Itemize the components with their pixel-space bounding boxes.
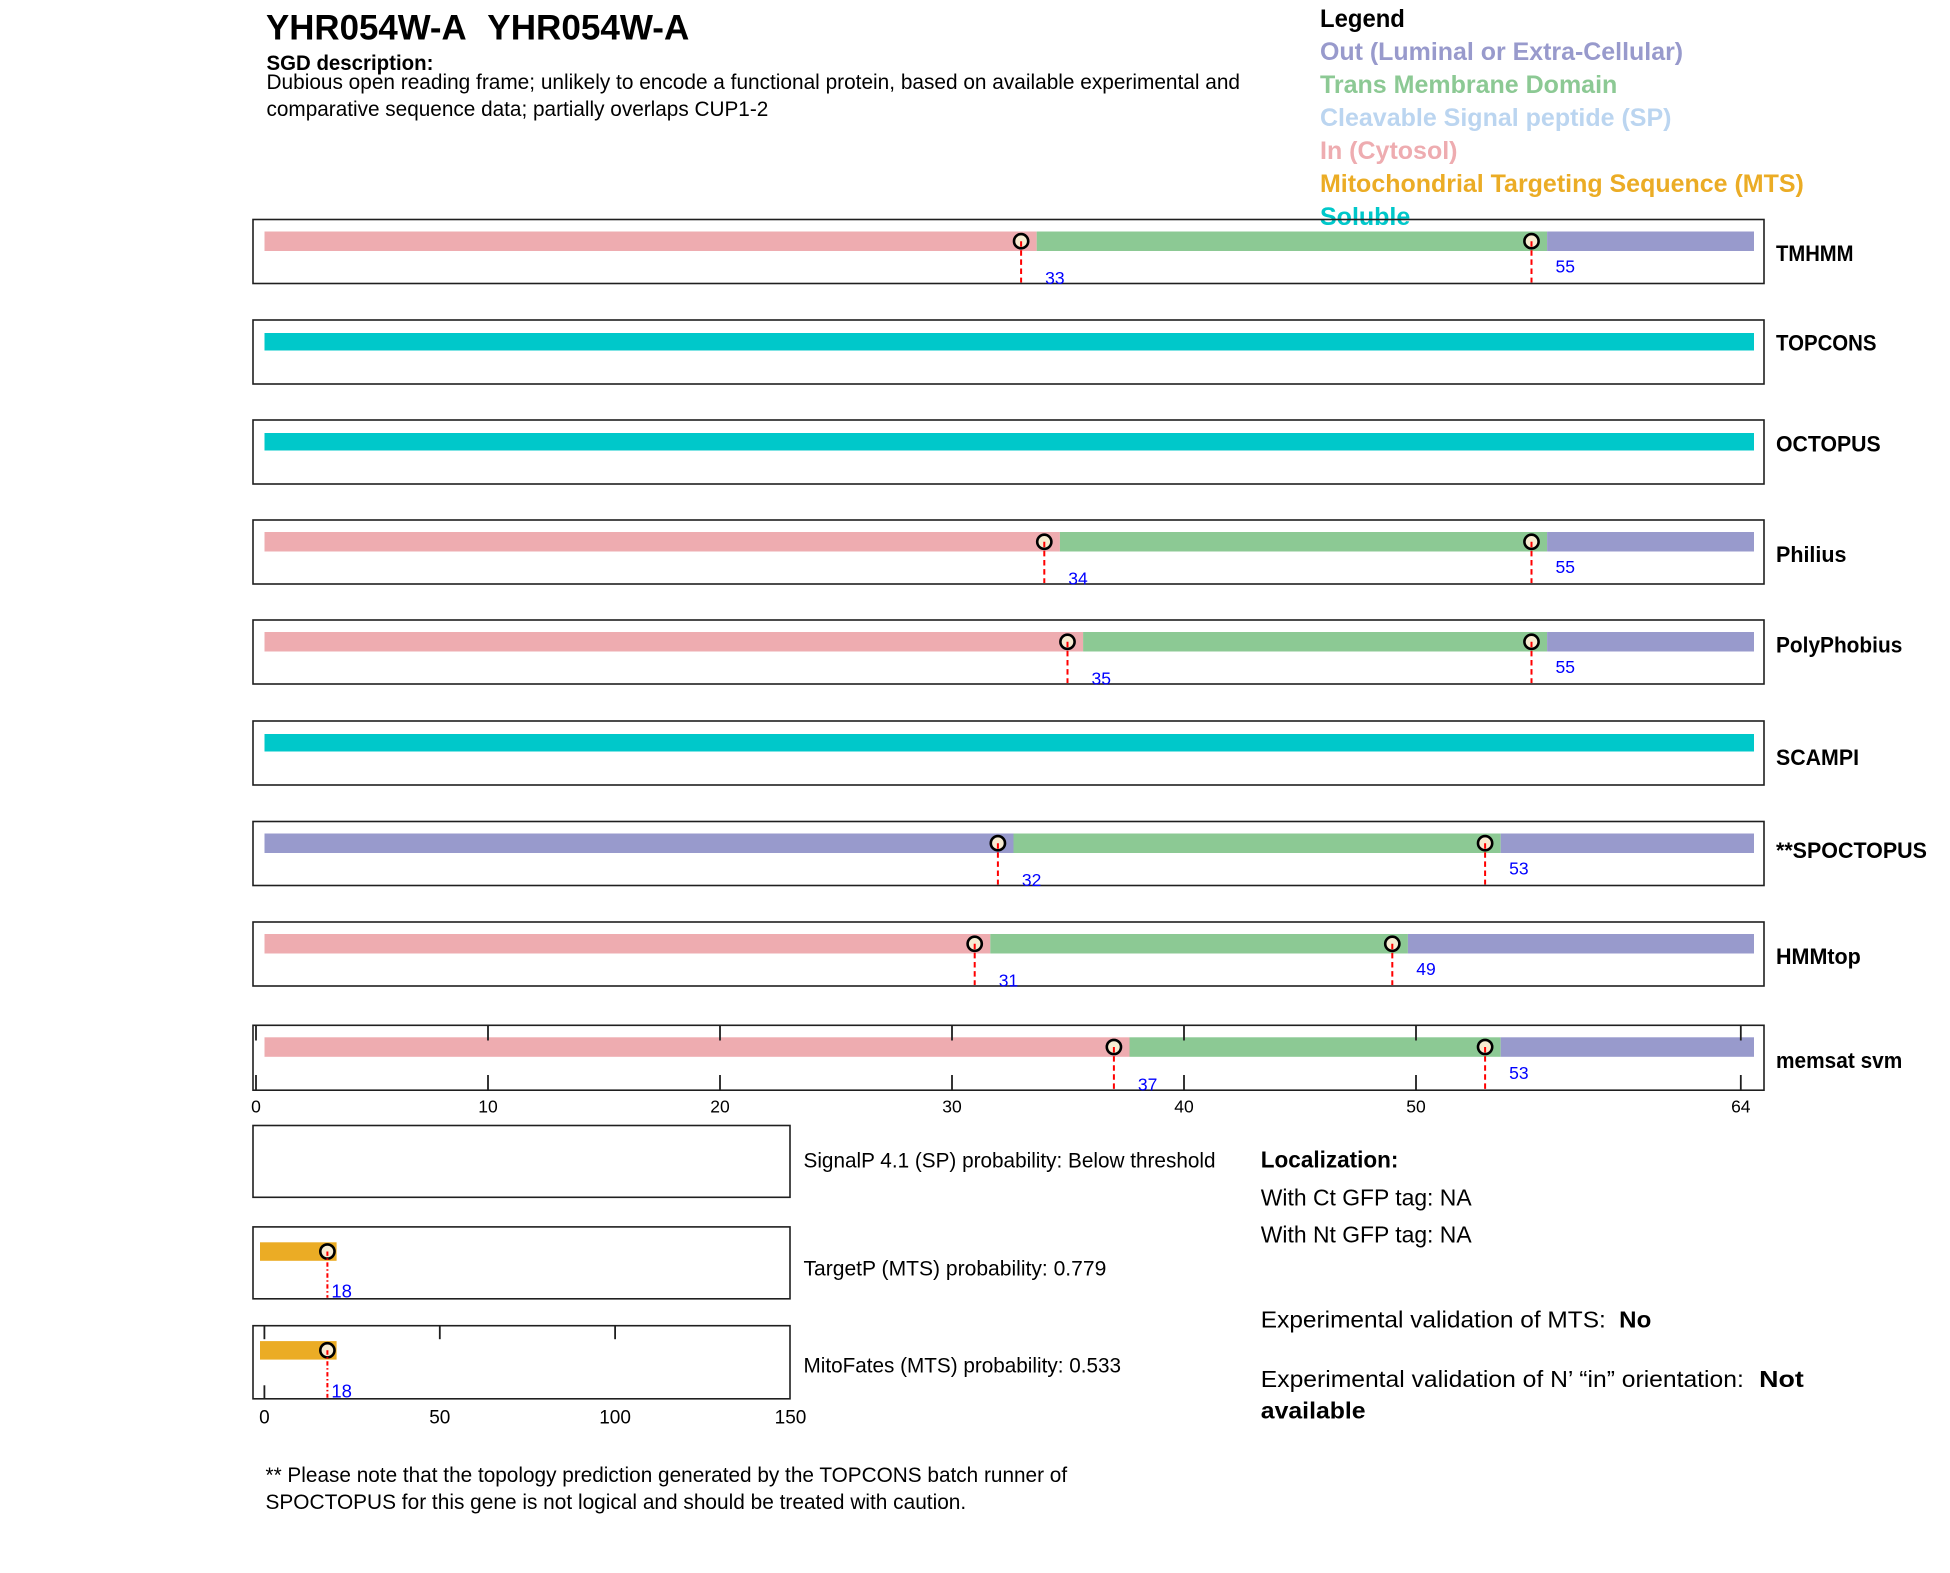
svg-text:Dubious open reading frame; un: Dubious open reading frame; unlikely to … <box>267 71 1241 94</box>
svg-text:Experimental validation of MTS: Experimental validation of MTS: <box>1261 1307 1606 1333</box>
svg-text:53: 53 <box>1509 859 1528 879</box>
svg-text:150: 150 <box>775 1408 807 1429</box>
svg-text:Localization:: Localization: <box>1261 1146 1399 1172</box>
svg-text:20: 20 <box>710 1097 730 1117</box>
svg-text:TMHMM: TMHMM <box>1776 241 1854 266</box>
svg-text:Out (Luminal or Extra-Cellular: Out (Luminal or Extra-Cellular) <box>1320 38 1683 66</box>
svg-text:32: 32 <box>1022 870 1041 890</box>
svg-text:TargetP (MTS) probability: 0.7: TargetP (MTS) probability: 0.779 <box>804 1257 1107 1280</box>
svg-text:Not: Not <box>1759 1366 1804 1392</box>
svg-text:37: 37 <box>1138 1075 1157 1095</box>
svg-text:PolyPhobius: PolyPhobius <box>1776 633 1902 658</box>
svg-text:SPOCTOPUS for this gene is not: SPOCTOPUS for this gene is not logical a… <box>266 1491 967 1514</box>
svg-text:31: 31 <box>999 971 1018 991</box>
svg-text:Legend: Legend <box>1320 5 1405 33</box>
svg-text:available: available <box>1261 1398 1366 1424</box>
svg-text:55: 55 <box>1556 657 1575 677</box>
svg-text:Trans Membrane Domain: Trans Membrane Domain <box>1320 71 1617 99</box>
svg-text:Experimental validation of N’: Experimental validation of N’ “in” orien… <box>1261 1366 1744 1392</box>
svg-text:memsat svm: memsat svm <box>1776 1048 1902 1073</box>
svg-text:55: 55 <box>1556 257 1575 277</box>
svg-text:100: 100 <box>599 1408 631 1429</box>
svg-text:64: 64 <box>1731 1097 1751 1117</box>
svg-text:No: No <box>1619 1307 1651 1333</box>
svg-text:comparative sequence data; par: comparative sequence data; partially ove… <box>267 98 769 121</box>
svg-text:33: 33 <box>1045 268 1064 288</box>
svg-text:With Ct GFP tag: NA: With Ct GFP tag: NA <box>1261 1185 1472 1211</box>
svg-text:34: 34 <box>1068 569 1088 589</box>
svg-text:30: 30 <box>942 1097 962 1117</box>
svg-text:18: 18 <box>331 1280 352 1301</box>
svg-text:SCAMPI: SCAMPI <box>1776 745 1859 770</box>
svg-text:50: 50 <box>1406 1097 1426 1117</box>
svg-text:** Please note that the topolo: ** Please note that the topology predict… <box>266 1464 1068 1487</box>
svg-text:10: 10 <box>478 1097 498 1117</box>
svg-text:Soluble: Soluble <box>1320 203 1410 231</box>
svg-text:0: 0 <box>251 1097 261 1117</box>
svg-text:TOPCONS: TOPCONS <box>1776 331 1877 356</box>
svg-text:Mitochondrial Targeting Sequen: Mitochondrial Targeting Sequence (MTS) <box>1320 170 1804 198</box>
svg-text:YHR054W-A: YHR054W-A <box>266 7 467 47</box>
svg-text:0: 0 <box>259 1408 270 1429</box>
svg-text:With Nt GFP tag: NA: With Nt GFP tag: NA <box>1261 1222 1472 1248</box>
svg-text:SignalP 4.1 (SP) probability:: SignalP 4.1 (SP) probability: Below thre… <box>804 1149 1216 1172</box>
svg-text:OCTOPUS: OCTOPUS <box>1776 432 1881 457</box>
svg-text:Philius: Philius <box>1776 542 1846 567</box>
svg-text:18: 18 <box>331 1380 352 1401</box>
svg-text:40: 40 <box>1174 1097 1194 1117</box>
svg-text:50: 50 <box>429 1408 450 1429</box>
svg-text:55: 55 <box>1556 557 1575 577</box>
svg-text:HMMtop: HMMtop <box>1776 944 1861 969</box>
svg-text:MitoFates (MTS) probability: 0: MitoFates (MTS) probability: 0.533 <box>804 1354 1122 1377</box>
svg-text:**SPOCTOPUS: **SPOCTOPUS <box>1776 838 1927 863</box>
svg-text:35: 35 <box>1092 669 1111 689</box>
svg-text:In (Cytosol): In (Cytosol) <box>1320 137 1458 165</box>
svg-text:Cleavable Signal peptide (SP): Cleavable Signal peptide (SP) <box>1320 104 1671 132</box>
svg-text:53: 53 <box>1509 1063 1528 1083</box>
svg-text:YHR054W-A: YHR054W-A <box>487 7 689 47</box>
svg-text:SGD description:: SGD description: <box>267 52 434 75</box>
svg-text:49: 49 <box>1416 959 1435 979</box>
